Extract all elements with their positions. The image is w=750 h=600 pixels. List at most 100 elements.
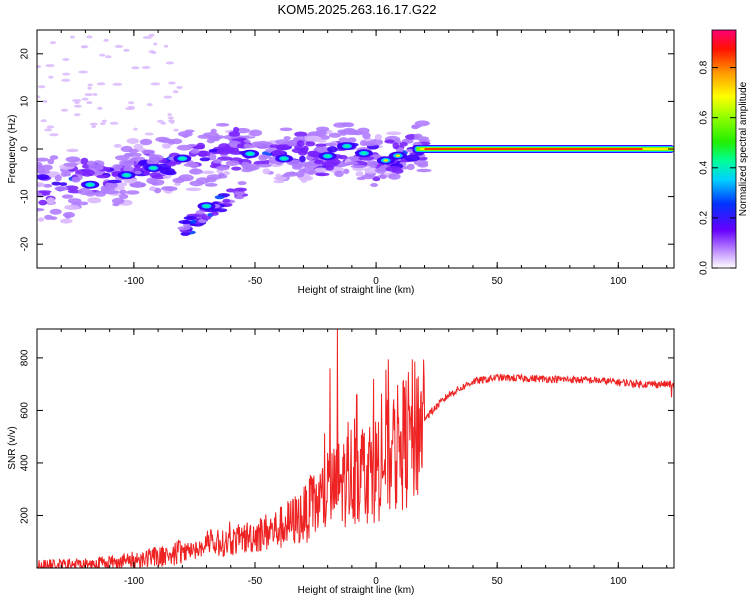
spectrogram-cell [149,179,165,186]
spectrogram-noise-cell [128,101,135,105]
spectrogram-cell [63,162,78,167]
spectrogram-cell [231,166,242,171]
spectrogram-noise-cell [74,113,81,117]
spectrogram-cell [190,148,200,154]
spectrogram-cell [149,186,156,191]
spectrogram-noise-cell [86,101,93,105]
spectrogram-cell [41,192,51,196]
spectrogram-cell [61,194,74,199]
spectrogram-cell [240,161,251,168]
spectrogram-xtick-label: 50 [492,276,504,287]
spectrogram-cell [182,133,189,139]
spectrogram-noise-cell [70,35,75,39]
spectrogram-cell [71,176,81,183]
spectrogram-cell [362,132,371,140]
spectrogram-cell [315,143,327,148]
spectrogram-cell [107,179,122,184]
spectrogram-xlabel: Height of straight line (km) [298,285,415,296]
spectrogram-cell [275,139,290,145]
spectrogram-ytick-label: -10 [20,189,31,204]
spectrogram-noise-cell [151,51,157,55]
spectrogram-cell [180,231,191,236]
spectrogram-noise-cell [38,85,46,89]
spectrogram-cell [193,145,205,150]
spectrogram-cell [112,197,125,205]
snr-xtick-label: 0 [373,576,379,587]
spectrogram-cell [126,138,140,144]
spectrogram-noise-cell [112,82,123,86]
spectrogram-cell [317,139,327,143]
spectrogram-cell [113,144,122,148]
spectrogram-cell [60,171,68,177]
spectrogram-cell [216,165,230,171]
spectrogram-cell [37,169,51,174]
spectrogram-cell [237,143,244,149]
spectrogram-cell [118,193,129,199]
spectrogram-cell [105,182,118,189]
spectrogram-noise-cell [167,113,172,117]
spectrogram-cell [338,137,349,144]
spectrogram-cell [294,131,308,137]
spectrogram-cell [416,168,432,173]
spectrogram-cell [417,162,429,168]
spectrogram-noise-cell [78,70,88,74]
spectrogram-cell [273,176,288,181]
spectrogram-core [281,157,287,160]
spectrogram-cell [307,169,315,175]
spectrogram-cell [195,210,205,215]
spectrogram-noise-cell [61,108,68,112]
spectrogram-cell [189,168,203,175]
spectrogram-cell [293,136,309,143]
spectrogram-cell [183,216,197,221]
spectrogram-noise-cell [141,66,151,69]
snr-xtick-label: -50 [248,576,263,587]
spectrogram-noise-cell [73,104,82,108]
spectrogram-cell [178,220,192,224]
spectrogram-cell [132,181,143,188]
snr-ytick-label: 400 [20,454,31,471]
spectrogram-noise-cell [131,66,140,70]
spectrogram-cell [163,186,178,192]
colorbar-tick-label: 0.0 [699,261,710,275]
snr-ylabel: SNR (v/v) [7,426,18,469]
spectrogram-cell [226,188,236,193]
spectrogram-cell [164,170,177,176]
spectrogram-cell [193,213,207,218]
spectrogram-cell [46,197,55,205]
spectrogram-cell [217,156,233,161]
spectrogram-noise-cell [48,75,54,79]
spectrogram-cell [234,187,247,192]
snr-ytick-label: 600 [20,402,31,419]
spectrogram-cell [64,213,71,219]
spectrogram-noise-cell [163,44,169,48]
spectrogram-cell [37,208,45,212]
spectrogram-ytick-label: 0 [20,146,31,152]
spectrogram-cell [119,189,127,195]
spectrogram-cell [41,164,53,171]
spectrogram-noise-cell [99,53,106,57]
spectrogram-cell [139,138,153,146]
spectrogram-cell [315,172,330,177]
spectrogram-cell [143,171,151,176]
snr-xtick-label: 50 [492,576,504,587]
spectrogram-noise-cell [167,116,174,120]
spectrogram-cell [125,190,140,195]
spectrogram-cell [279,127,293,132]
spectrogram-noise-cell [89,122,98,126]
spectrogram-noise-cell [84,93,93,97]
snr-ytick-label: 800 [20,349,31,366]
spectrogram-noise-cell [114,44,124,48]
spectrogram-core [344,144,350,148]
spectrogram-noise-cell [144,132,154,136]
spectrogram-cell [358,156,375,161]
spectrogram-cell [356,176,366,181]
spectrogram-image [37,33,674,237]
spectrogram-cell [292,163,303,168]
spectrogram-cell [161,143,172,149]
spectrogram-cell [216,148,232,155]
spectrogram-cell [411,124,422,128]
spectrogram-cell [214,195,225,200]
spectrogram-cell [304,135,321,142]
spectrogram-noise-cell [133,127,138,131]
